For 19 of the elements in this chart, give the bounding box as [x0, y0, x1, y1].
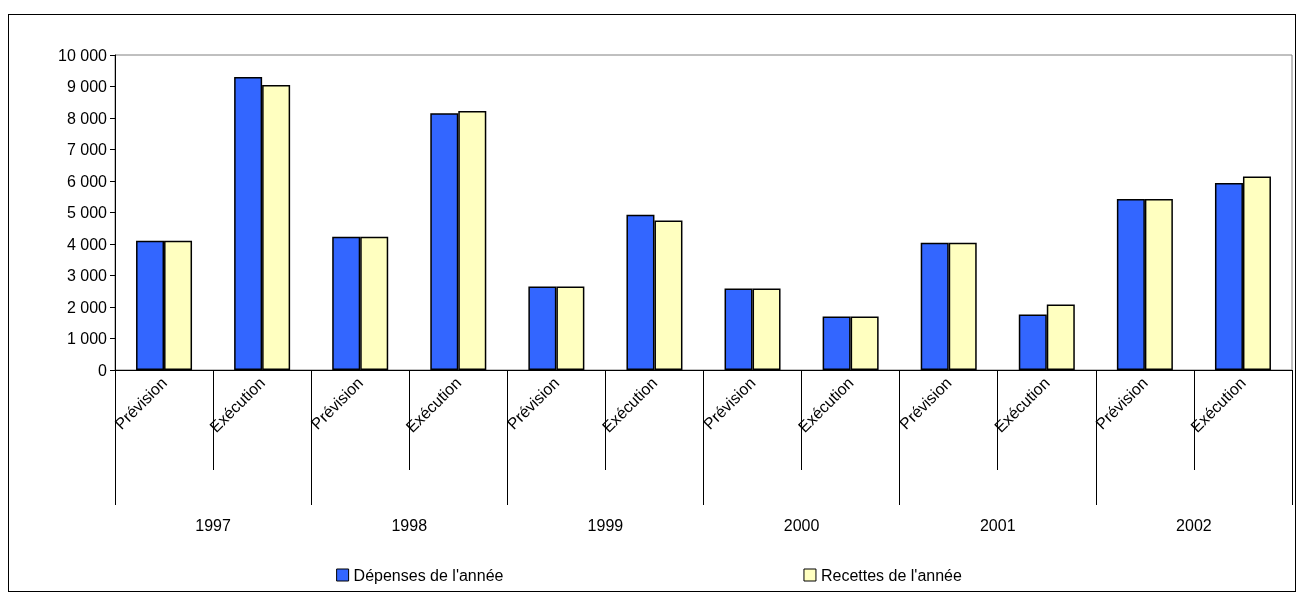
y-tick-label: 10 000	[58, 46, 108, 64]
y-tick-label: 0	[98, 361, 108, 379]
y-tick-label: 6 000	[66, 172, 108, 190]
y-tick-label: 7 000	[66, 141, 108, 158]
text: 1999	[587, 516, 624, 534]
text: 2000	[783, 516, 820, 534]
y-tick-label: 2 000	[66, 298, 108, 316]
y-tick-label: 4 000	[66, 235, 108, 253]
text: 1998	[391, 516, 428, 534]
text: 2002	[1176, 516, 1212, 534]
y-tick-label: 3 000	[66, 267, 108, 284]
legend-label: Dépenses de l'année	[353, 566, 504, 584]
y-tick-label: 8 000	[66, 109, 108, 127]
legend-label: Recettes de l'année	[820, 566, 962, 584]
text: 1997	[195, 516, 231, 534]
y-tick-label: 5 000	[66, 204, 108, 221]
text: 2001	[979, 516, 1016, 534]
y-tick-label: 1 000	[66, 330, 108, 347]
y-tick-label: 9 000	[66, 78, 108, 95]
